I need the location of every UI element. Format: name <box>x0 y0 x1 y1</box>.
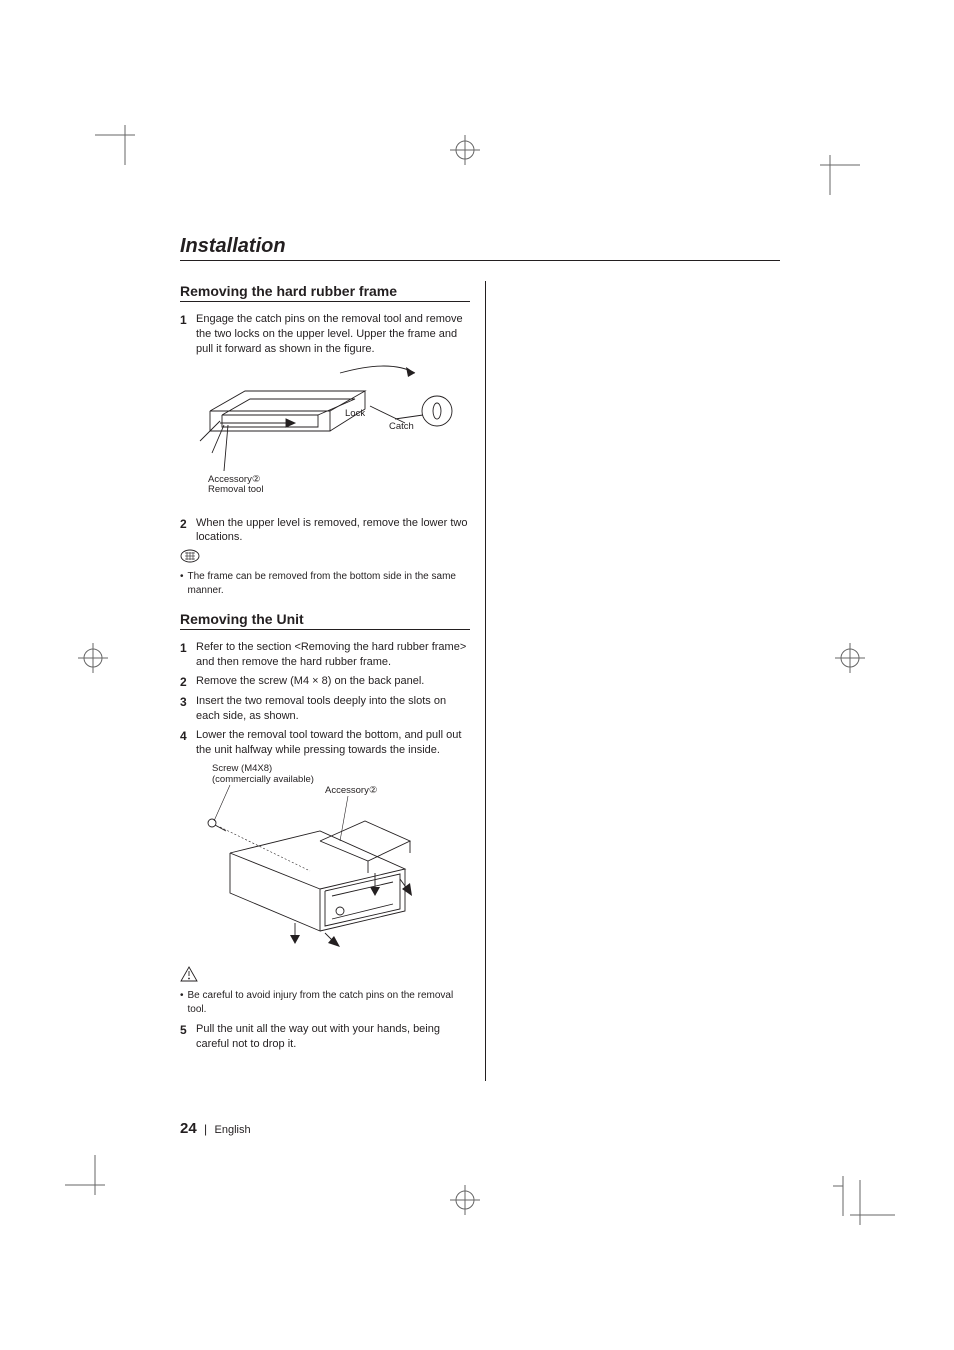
s2-step4: 4 Lower the removal tool toward the bott… <box>180 728 470 758</box>
s2-step3-num: 3 <box>180 694 190 724</box>
s2-step2-text: Remove the screw (M4 × 8) on the back pa… <box>196 674 470 690</box>
section1-rule <box>180 301 470 302</box>
s2-step4-text: Lower the removal tool toward the bottom… <box>196 728 470 758</box>
s2-step3-text: Insert the two removal tools deeply into… <box>196 694 470 724</box>
note-icon <box>180 549 470 568</box>
s1-step1-num: 1 <box>180 312 190 357</box>
figure-removing-unit: Screw (M4X8) (commercially available) Ac… <box>200 761 470 956</box>
s2-step2-num: 2 <box>180 674 190 690</box>
fig1-lock-label: Lock <box>345 408 365 419</box>
s1-step2-text: When the upper level is removed, remove … <box>196 516 470 546</box>
section1-heading: Removing the hard rubber frame <box>180 283 470 299</box>
fig2-accessory: Accessory② <box>325 785 378 796</box>
s1-note-text: The frame can be removed from the bottom… <box>188 570 470 597</box>
s2-step5-num: 5 <box>180 1022 190 1052</box>
s1-step1-text: Engage the catch pins on the removal too… <box>196 312 470 357</box>
s2-step5: 5 Pull the unit all the way out with you… <box>180 1022 470 1052</box>
page-content: Installation Removing the hard rubber fr… <box>180 235 780 1056</box>
s1-step1: 1 Engage the catch pins on the removal t… <box>180 312 470 357</box>
s1-step2-num: 2 <box>180 516 190 546</box>
page-number: 24 <box>180 1120 197 1137</box>
s2-step4-num: 4 <box>180 728 190 758</box>
warning-icon <box>180 966 470 987</box>
s2-step5-text: Pull the unit all the way out with your … <box>196 1022 470 1052</box>
s2-caution-text: Be careful to avoid injury from the catc… <box>188 989 470 1016</box>
fig2-screw2: (commercially available) <box>212 774 314 785</box>
page-footer: 24 | English <box>180 1120 251 1137</box>
section2-rule <box>180 629 470 630</box>
s1-step2: 2 When the upper level is removed, remov… <box>180 516 470 546</box>
s2-step1: 1 Refer to the section <Removing the har… <box>180 640 470 670</box>
figure-removing-frame: Lock Catch Accessory② Removal tool <box>190 361 470 506</box>
s2-step2: 2 Remove the screw (M4 × 8) on the back … <box>180 674 470 690</box>
section2-heading: Removing the Unit <box>180 611 470 627</box>
column-divider <box>485 281 486 1081</box>
chapter-rule <box>180 260 780 261</box>
s2-step1-text: Refer to the section <Removing the hard … <box>196 640 470 670</box>
footer-language: English <box>215 1124 251 1136</box>
chapter-heading: Installation <box>180 235 780 258</box>
fig2-screw1: Screw (M4X8) <box>212 763 272 774</box>
left-column: Removing the hard rubber frame 1 Engage … <box>180 283 470 1052</box>
footer-separator: | <box>204 1122 207 1136</box>
s1-note: • The frame can be removed from the bott… <box>180 570 470 597</box>
s2-step1-num: 1 <box>180 640 190 670</box>
s2-step3: 3 Insert the two removal tools deeply in… <box>180 694 470 724</box>
fig1-catch-label: Catch <box>389 421 414 432</box>
fig1-removaltool-label: Removal tool <box>208 484 263 495</box>
s2-caution: • Be careful to avoid injury from the ca… <box>180 989 470 1016</box>
